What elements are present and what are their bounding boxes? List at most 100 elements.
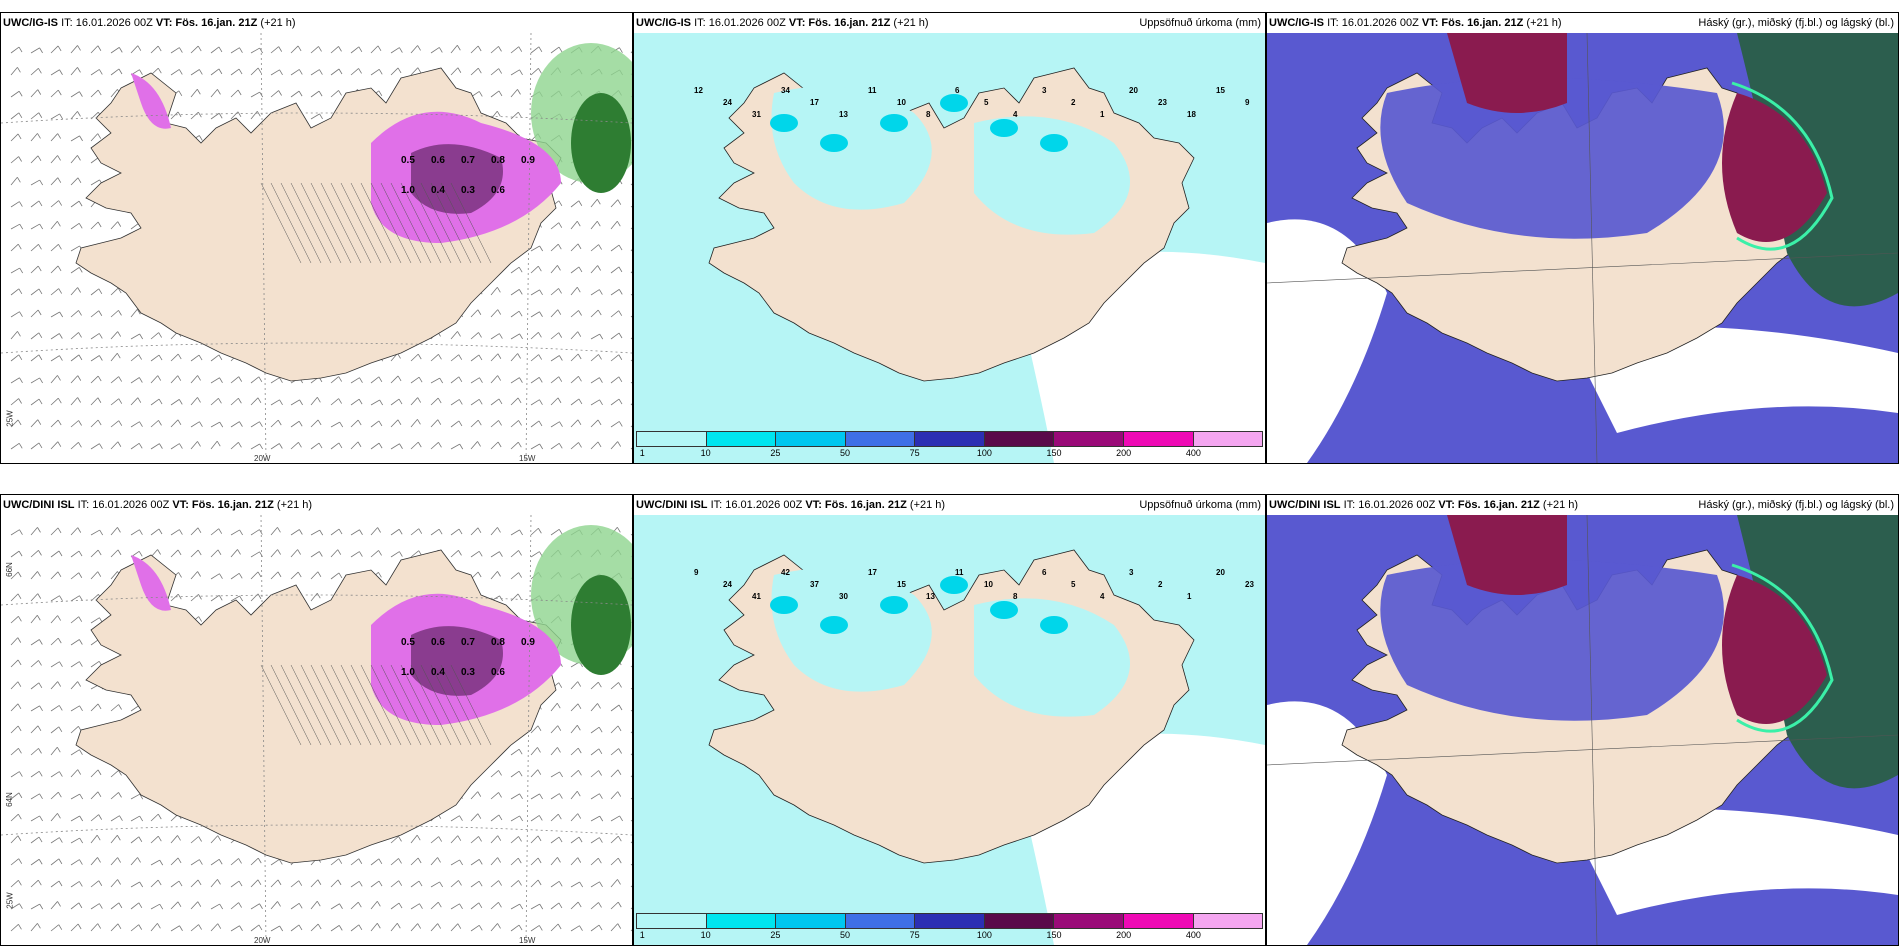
wind-barb-flag (438, 354, 442, 360)
wind-barb (310, 113, 320, 120)
heavy-precip-cell (940, 576, 968, 594)
wind-barb (490, 880, 499, 888)
wind-barb (550, 288, 559, 296)
wind-barb (490, 902, 499, 910)
wind-barb (570, 243, 579, 252)
snow-value-label: 0.6 (491, 185, 505, 196)
wind-barb-flag (617, 879, 621, 885)
wind-barb-flag (556, 702, 561, 709)
wind-barb-flag (358, 68, 362, 74)
panel-r0-cloud: UWC/IG-IS IT: 16.01.2026 00Z VT: Fös. 16… (1266, 12, 1899, 464)
wind-barb (190, 441, 198, 450)
wind-barb (30, 725, 39, 734)
heavy-precip-cell (990, 601, 1018, 619)
wind-barb (550, 443, 560, 450)
wind-barb (150, 354, 160, 362)
hatch-line (290, 664, 332, 746)
wind-barb-flag (98, 288, 103, 294)
wind-barb (50, 397, 59, 406)
wind-barb-flag (458, 399, 463, 405)
wind-barb-flag (57, 265, 62, 272)
wind-barb-flag (378, 442, 383, 449)
wind-barb-flag (478, 925, 483, 931)
wind-map: 0.5 0.6 0.7 0.8 0.9 1.0 0.4 0.3 0.6 (1, 33, 632, 463)
wind-barb-flag (98, 814, 103, 820)
wind-barb-flag (599, 815, 604, 822)
precip-value-label: 42 (781, 568, 790, 577)
wind-barb-flag (79, 661, 83, 667)
panel-r0-wind: UWC/IG-IS IT: 16.01.2026 00Z VT: Fös. 16… (0, 12, 633, 464)
wind-barb-flag (138, 902, 143, 909)
wind-barb (610, 748, 619, 756)
wind-barb-flag (517, 441, 522, 448)
wind-barb (10, 354, 20, 362)
wind-barb (30, 288, 40, 296)
wind-barb (270, 879, 279, 888)
wind-barb-flag (217, 835, 222, 841)
precip-value-label: 9 (1245, 98, 1250, 107)
panel-right-title: Háský (gr.), miðský (fj.bl.) og lágský (… (1698, 499, 1894, 511)
wind-barb-flag (77, 287, 81, 293)
wind-barb (90, 69, 100, 76)
lead-time: (+21 h) (276, 499, 313, 511)
wind-barb (510, 353, 518, 362)
wind-barb-flag (317, 397, 321, 403)
wind-barb-flag (459, 443, 464, 450)
wind-barb (50, 375, 58, 384)
panel-header: UWC/DINI ISL IT: 16.01.2026 00Z VT: Fös.… (1267, 495, 1898, 515)
wind-barb-flag (319, 529, 324, 536)
wind-barb-flag (78, 550, 83, 557)
wind-barb (530, 925, 540, 932)
wind-barb (250, 397, 259, 406)
low-cloud-over-land (1380, 560, 1724, 721)
wind-barb (30, 442, 40, 450)
wind-barb-flag (577, 813, 582, 819)
wind-barb-flag (599, 377, 603, 383)
wind-barb (230, 89, 239, 98)
wind-barb-flag (497, 375, 502, 381)
wind-barb (410, 923, 418, 932)
graticule (1, 33, 632, 463)
wind-barb (270, 46, 279, 54)
lead-time: (+21 h) (909, 499, 946, 511)
wind-barb (370, 420, 380, 428)
wind-barb-flag (96, 834, 101, 841)
wind-barb-flag (498, 90, 503, 97)
wind-barb (230, 442, 239, 450)
wind-barb-flag (598, 244, 602, 250)
wind-barb-flag (259, 903, 263, 909)
wind-barb-flag (578, 310, 582, 316)
wind-barb-flag (478, 836, 482, 842)
wind-barb (170, 835, 178, 844)
wind-barb-flag (577, 243, 582, 250)
wind-barb (430, 397, 439, 406)
wind-barb-flag (59, 661, 63, 667)
wind-barb-flag (117, 331, 122, 337)
wind-barb (70, 681, 78, 690)
wind-barb-flag (558, 222, 563, 228)
wind-barb (110, 815, 120, 822)
wind-barb-flag (177, 835, 181, 841)
wind-barb-flag (178, 90, 183, 97)
wind-barb-flag (37, 923, 41, 929)
wind-barb (10, 858, 19, 866)
heavy-precip-cell (820, 134, 848, 152)
longitude-line (525, 33, 532, 463)
wind-barb (30, 200, 40, 208)
wind-barb (470, 398, 480, 406)
wind-barb-flag (18, 550, 23, 557)
wind-barb-flag (577, 703, 582, 710)
wind-barb (510, 420, 519, 428)
wind-barb (50, 637, 59, 646)
wind-barb-flag (519, 903, 524, 910)
precip-value-label: 34 (781, 86, 790, 95)
snow-value-label: 0.9 (521, 637, 535, 648)
wind-barb (470, 859, 480, 866)
wind-barb-flag (216, 440, 221, 447)
wind-barb (390, 858, 399, 866)
wind-barb-flag (539, 399, 543, 405)
wind-barb (90, 133, 99, 142)
wind-barb (470, 550, 480, 558)
wind-barb-flag (338, 376, 343, 382)
wind-barb-flag (318, 442, 323, 449)
